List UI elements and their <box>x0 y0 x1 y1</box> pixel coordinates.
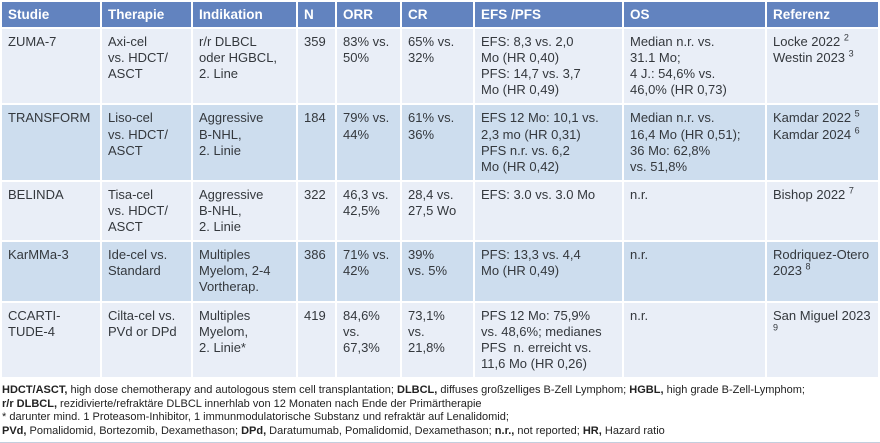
cell-orr: 71% vs. 42% <box>337 242 400 301</box>
reference-entry: Bishop 2022 7 <box>773 185 854 202</box>
footnote-text: rezidivierte/refraktäre DLBCL innerhlab … <box>57 397 482 410</box>
reference-superscript: 3 <box>848 48 854 59</box>
cell-therapie: Cilta-cel vs. PVd or DPd <box>102 302 191 377</box>
cell-efs_pfs: EFS: 3.0 vs. 3.0 Mo <box>475 181 622 241</box>
cell-therapie: Ide-cel vs. Standard <box>102 242 191 301</box>
footnote-text: Hazard ratio <box>601 424 665 437</box>
column-header-n: N <box>298 2 335 27</box>
reference-entry: Kamdar 2022 5 <box>773 109 860 126</box>
cell-os: n.r. <box>624 302 765 377</box>
cell-studie: KarMMa-3 <box>2 242 100 301</box>
cell-os: Median n.r. vs. 31.1 Mo; 4 J.: 54,6% vs.… <box>624 29 765 104</box>
footnote-term: PVd, <box>2 424 27 437</box>
cell-indikation: Multiples Myelom, 2-4 Vortherap. <box>193 242 296 301</box>
cell-n: 359 <box>298 29 335 104</box>
footnote-text: high dose chemotherapy and autologous st… <box>67 383 397 396</box>
footnote-text: high grade B-Zell-Lymphom; <box>663 383 805 396</box>
cell-n: 184 <box>298 105 335 180</box>
footnote-line: r/r DLBCL, rezidivierte/refraktäre DLBCL… <box>2 398 878 412</box>
footnote-line: HDCT/ASCT, high dose chemotherapy and au… <box>2 384 878 398</box>
cell-cr: 65% vs. 32% <box>402 29 473 104</box>
cell-studie: CCARTI- TUDE-4 <box>2 302 100 377</box>
table-header-row: Studie Therapie Indikation N ORR CR EFS /PFS OS… <box>2 2 878 27</box>
column-header-cr: CR <box>402 2 473 27</box>
cell-studie: BELINDA <box>2 181 100 241</box>
cell-orr: 84,6% vs. 67,3% <box>337 302 400 377</box>
cell-cr: 73,1% vs. 21,8% <box>402 302 473 377</box>
column-header-therapie: Therapie <box>102 2 191 27</box>
table-row: CCARTI- TUDE-4 Cilta-cel vs. PVd or DPd Mu… <box>2 302 878 377</box>
cell-indikation: Multiples Myelom, 2. Linie* <box>193 302 296 377</box>
cell-os: Median n.r. vs. 16,4 Mo (HR 0,51); 36 Mo… <box>624 105 765 180</box>
footnote-term: r/r DLBCL, <box>2 397 57 410</box>
table-row: BELINDA Tisa-cel vs. HDCT/ ASCT Aggressive… <box>2 181 878 241</box>
column-header-indikation: Indikation <box>193 2 296 27</box>
cell-referenz: Rodriquez-Otero 2023 8 <box>767 242 878 301</box>
column-header-efs_pfs: EFS /PFS <box>475 2 622 27</box>
footnote-term: HDCT/ASCT, <box>2 383 68 396</box>
footnote-text: diffuses großzelliges B-Zell Lymphom; <box>437 383 630 396</box>
table-row: TRANSFORM Liso-cel vs. HDCT/ ASCT Aggressi… <box>2 105 878 180</box>
cell-studie: ZUMA-7 <box>2 29 100 104</box>
cell-efs_pfs: PFS 12 Mo: 75,9% vs. 48,6%; medianes PFS… <box>475 302 622 377</box>
cell-indikation: Aggressive B-NHL, 2. Linie <box>193 105 296 180</box>
cell-therapie: Liso-cel vs. HDCT/ ASCT <box>102 105 191 180</box>
reference-entry: Rodriquez-Otero 2023 8 <box>773 247 870 279</box>
cell-cr: 39% vs. 5% <box>402 242 473 301</box>
column-header-referenz: Referenz <box>767 2 878 27</box>
table-row: ZUMA-7 Axi-cel vs. HDCT/ ASCT r/r DLBCL od… <box>2 29 878 104</box>
footnote-term: HGBL, <box>629 383 664 396</box>
cell-cr: 28,4 vs. 27,5 Wo <box>402 181 473 241</box>
footnote-term: DLBCL, <box>397 383 438 396</box>
reference-entry: San Miguel 2023 9 <box>773 307 871 333</box>
column-header-orr: ORR <box>337 2 400 27</box>
cell-referenz: Kamdar 2022 5 Kamdar 2024 6 <box>767 105 878 180</box>
cell-cr: 61% vs. 36% <box>402 105 473 180</box>
cell-referenz: Bishop 2022 7 <box>767 181 878 241</box>
reference-superscript: 6 <box>854 125 860 136</box>
cell-orr: 83% vs. 50% <box>337 29 400 104</box>
footnote-term: DPd, <box>241 424 267 437</box>
clinical-trials-table: Studie Therapie Indikation N ORR CR EFS /PFS OS… <box>2 2 878 377</box>
column-header-studie: Studie <box>2 2 100 27</box>
reference-superscript: 2 <box>843 32 849 43</box>
footnote-text: Daratumumab, Pomalidomid, Dexamethason; <box>266 424 495 437</box>
cell-efs_pfs: PFS: 13,3 vs. 4,4 Mo (HR 0,49) <box>475 242 622 301</box>
footnote-line: PVd, Pomalidomid, Bortezomib, Dexamethas… <box>2 425 878 439</box>
reference-superscript: 8 <box>805 261 811 272</box>
footnotes: HDCT/ASCT, high dose chemotherapy and au… <box>0 384 880 443</box>
cell-efs_pfs: EFS 12 Mo: 10,1 vs. 2,3 mo (HR 0,31) PFS… <box>475 105 622 180</box>
table-row: KarMMa-3 Ide-cel vs. Standard Multiples My… <box>2 242 878 301</box>
reference-superscript: 9 <box>773 322 779 333</box>
footnote-term: n.r., <box>494 424 515 437</box>
footnote-text: not reported; <box>514 424 583 437</box>
footnote-line: * darunter mind. 1 Proteasom-Inhibitor, … <box>2 411 878 425</box>
cell-n: 386 <box>298 242 335 301</box>
cell-n: 419 <box>298 302 335 377</box>
footnote-term: HR, <box>582 424 602 437</box>
reference-entry: Locke 2022 2 <box>773 32 849 49</box>
cell-indikation: Aggressive B-NHL, 2. Linie <box>193 181 296 241</box>
cell-therapie: Tisa-cel vs. HDCT/ ASCT <box>102 181 191 241</box>
reference-superscript: 5 <box>854 109 860 120</box>
cell-os: n.r. <box>624 242 765 301</box>
cell-orr: 46,3 vs. 42,5% <box>337 181 400 241</box>
footnote-text: * darunter mind. 1 Proteasom-Inhibitor, … <box>2 411 509 424</box>
reference-entry: Kamdar 2024 6 <box>773 125 860 142</box>
cell-orr: 79% vs. 44% <box>337 105 400 180</box>
cell-efs_pfs: EFS: 8,3 vs. 2,0 Mo (HR 0,40) PFS: 14,7 … <box>475 29 622 104</box>
reference-superscript: 7 <box>848 185 854 196</box>
cell-referenz: San Miguel 2023 9 <box>767 302 878 377</box>
cell-os: n.r. <box>624 181 765 241</box>
cell-therapie: Axi-cel vs. HDCT/ ASCT <box>102 29 191 104</box>
cell-referenz: Locke 2022 2 Westin 2023 3 <box>767 29 878 104</box>
footnote-text: Pomalidomid, Bortezomib, Dexamethason; <box>26 424 242 437</box>
reference-entry: Westin 2023 3 <box>773 48 854 66</box>
cell-indikation: r/r DLBCL oder HGBCL, 2. Line <box>193 29 296 104</box>
column-header-os: OS <box>624 2 765 27</box>
cell-studie: TRANSFORM <box>2 105 100 180</box>
cell-n: 322 <box>298 181 335 241</box>
